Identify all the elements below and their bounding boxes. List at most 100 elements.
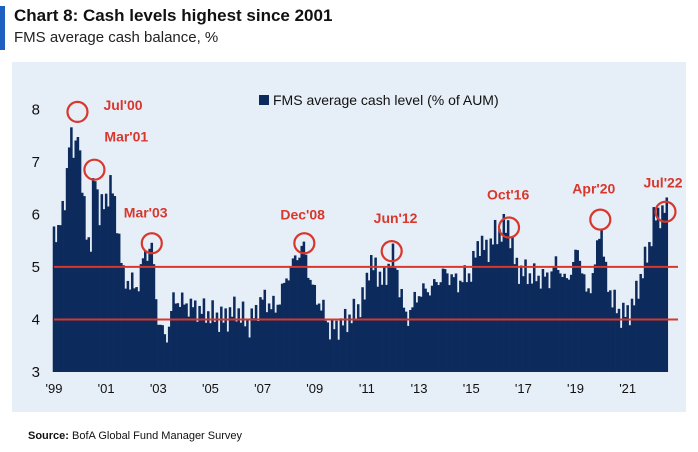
annotation-label: Mar'03 bbox=[124, 204, 168, 220]
bar bbox=[339, 318, 343, 372]
y-tick-label: 8 bbox=[32, 101, 40, 118]
bar bbox=[167, 326, 171, 372]
bar bbox=[391, 243, 395, 372]
bar bbox=[191, 307, 195, 372]
bar bbox=[61, 200, 64, 372]
bar bbox=[572, 261, 575, 372]
bar bbox=[330, 318, 334, 372]
bar bbox=[632, 305, 636, 372]
bar bbox=[141, 258, 145, 372]
bar bbox=[128, 289, 132, 372]
bar bbox=[315, 304, 319, 372]
bar bbox=[619, 327, 623, 372]
annotation-circle bbox=[497, 216, 521, 239]
bar bbox=[241, 301, 245, 372]
x-tick-label: '07 bbox=[254, 381, 271, 396]
bar bbox=[469, 281, 473, 372]
bar bbox=[211, 300, 214, 372]
bar bbox=[406, 325, 410, 372]
bar bbox=[313, 284, 317, 372]
bar bbox=[517, 283, 521, 372]
bar bbox=[146, 260, 149, 372]
source-label: Source: bbox=[28, 430, 69, 442]
bar bbox=[246, 318, 249, 372]
bar bbox=[643, 246, 647, 372]
bar bbox=[170, 311, 173, 372]
bar bbox=[117, 233, 121, 372]
bar bbox=[387, 263, 390, 372]
bar bbox=[624, 316, 627, 372]
bar bbox=[554, 256, 558, 372]
bar bbox=[107, 206, 110, 372]
bar bbox=[626, 305, 629, 372]
bar bbox=[228, 307, 232, 372]
bar bbox=[424, 288, 427, 372]
bar bbox=[259, 297, 262, 372]
bar bbox=[372, 270, 375, 372]
bar bbox=[152, 264, 156, 372]
title-accent-bar bbox=[0, 6, 5, 50]
bar bbox=[617, 308, 621, 372]
bar bbox=[665, 197, 669, 372]
bar bbox=[67, 147, 71, 372]
bar bbox=[559, 273, 562, 372]
bar bbox=[78, 150, 82, 372]
bar bbox=[185, 303, 188, 372]
bar bbox=[130, 272, 134, 372]
bar bbox=[267, 303, 271, 372]
bar bbox=[450, 274, 453, 372]
bar bbox=[541, 269, 545, 372]
x-tick-label: '19 bbox=[567, 381, 584, 396]
bar bbox=[70, 127, 73, 373]
bar bbox=[263, 289, 267, 372]
bar bbox=[187, 316, 190, 372]
bar bbox=[452, 277, 456, 372]
bar bbox=[567, 279, 571, 372]
bar bbox=[478, 255, 482, 372]
bar bbox=[493, 219, 497, 372]
bar bbox=[235, 321, 238, 372]
bar bbox=[333, 329, 336, 372]
bar bbox=[217, 331, 221, 372]
bar bbox=[183, 304, 186, 372]
bar bbox=[96, 189, 99, 372]
bar bbox=[639, 273, 642, 372]
bar bbox=[161, 325, 164, 372]
chart-title: Chart 8: Cash levels highest since 2001 bbox=[14, 6, 333, 25]
bar bbox=[226, 331, 230, 372]
bar bbox=[430, 285, 434, 372]
bar bbox=[239, 322, 243, 372]
bar bbox=[144, 251, 147, 372]
bar bbox=[528, 273, 532, 372]
bar bbox=[502, 213, 506, 372]
bar bbox=[641, 278, 645, 372]
bar bbox=[404, 311, 408, 372]
bar bbox=[317, 303, 321, 372]
bar bbox=[348, 314, 351, 372]
chart-subtitle: FMS average cash balance, % bbox=[14, 29, 219, 46]
bar bbox=[606, 291, 610, 372]
bar bbox=[548, 288, 551, 372]
bar bbox=[648, 242, 651, 372]
bar bbox=[63, 210, 67, 372]
bar bbox=[98, 225, 101, 372]
bar bbox=[576, 250, 579, 372]
bar bbox=[341, 325, 345, 372]
bar bbox=[280, 283, 284, 372]
bar bbox=[291, 258, 295, 372]
bar bbox=[398, 297, 401, 372]
bar bbox=[120, 262, 123, 372]
bar bbox=[196, 321, 199, 372]
bar bbox=[137, 291, 141, 372]
bar bbox=[139, 264, 143, 372]
bar bbox=[563, 273, 566, 372]
bar bbox=[635, 280, 638, 372]
x-tick-label: '09 bbox=[306, 381, 323, 396]
bar bbox=[157, 324, 160, 372]
bar bbox=[309, 279, 312, 372]
bar bbox=[91, 178, 95, 372]
bar bbox=[593, 264, 597, 372]
bar bbox=[322, 299, 325, 372]
bar bbox=[645, 262, 649, 372]
annotation-label: Jun'12 bbox=[374, 210, 418, 226]
